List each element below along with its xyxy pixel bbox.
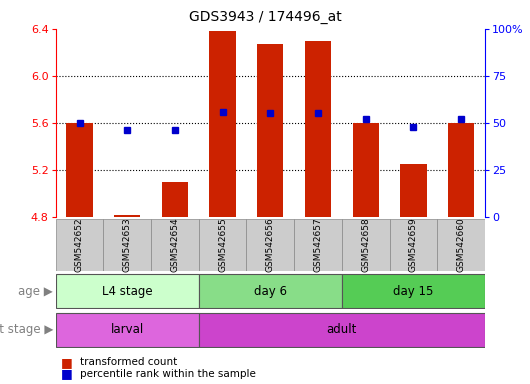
Text: GSM542657: GSM542657 (314, 217, 322, 272)
Text: larval: larval (111, 323, 144, 336)
Bar (352, 123, 379, 217)
Text: GSM542656: GSM542656 (266, 217, 275, 272)
Bar (56, 313, 199, 347)
Text: percentile rank within the sample: percentile rank within the sample (80, 369, 255, 379)
Bar (56, 219, 103, 271)
Bar (294, 219, 342, 271)
Text: GSM542654: GSM542654 (171, 217, 179, 272)
Bar (437, 219, 485, 271)
Text: GDS3943 / 174496_at: GDS3943 / 174496_at (189, 10, 341, 23)
Bar (66, 123, 93, 217)
Bar (199, 219, 246, 271)
Bar (114, 215, 140, 217)
Text: day 6: day 6 (254, 285, 287, 298)
Text: development stage ▶: development stage ▶ (0, 323, 53, 336)
Bar (342, 274, 485, 308)
Bar (56, 274, 199, 308)
Text: GSM542652: GSM542652 (75, 217, 84, 272)
Text: GSM542658: GSM542658 (361, 217, 370, 272)
Text: adult: adult (326, 323, 357, 336)
Bar (162, 182, 188, 217)
Bar (246, 219, 294, 271)
Text: day 15: day 15 (393, 285, 434, 298)
Bar (390, 219, 437, 271)
Bar (151, 219, 199, 271)
Text: GSM542660: GSM542660 (457, 217, 465, 272)
Bar (342, 219, 390, 271)
Bar (400, 164, 427, 217)
Bar (448, 123, 474, 217)
Text: age ▶: age ▶ (18, 285, 53, 298)
Bar (199, 313, 485, 347)
Bar (305, 41, 331, 217)
Text: transformed count: transformed count (80, 357, 176, 367)
Bar (103, 219, 151, 271)
Text: ■: ■ (61, 367, 73, 380)
Text: ■: ■ (61, 356, 73, 369)
Text: GSM542659: GSM542659 (409, 217, 418, 272)
Text: GSM542655: GSM542655 (218, 217, 227, 272)
Bar (257, 44, 284, 217)
Text: L4 stage: L4 stage (102, 285, 153, 298)
Bar (199, 274, 342, 308)
Bar (209, 31, 236, 217)
Text: GSM542653: GSM542653 (123, 217, 131, 272)
